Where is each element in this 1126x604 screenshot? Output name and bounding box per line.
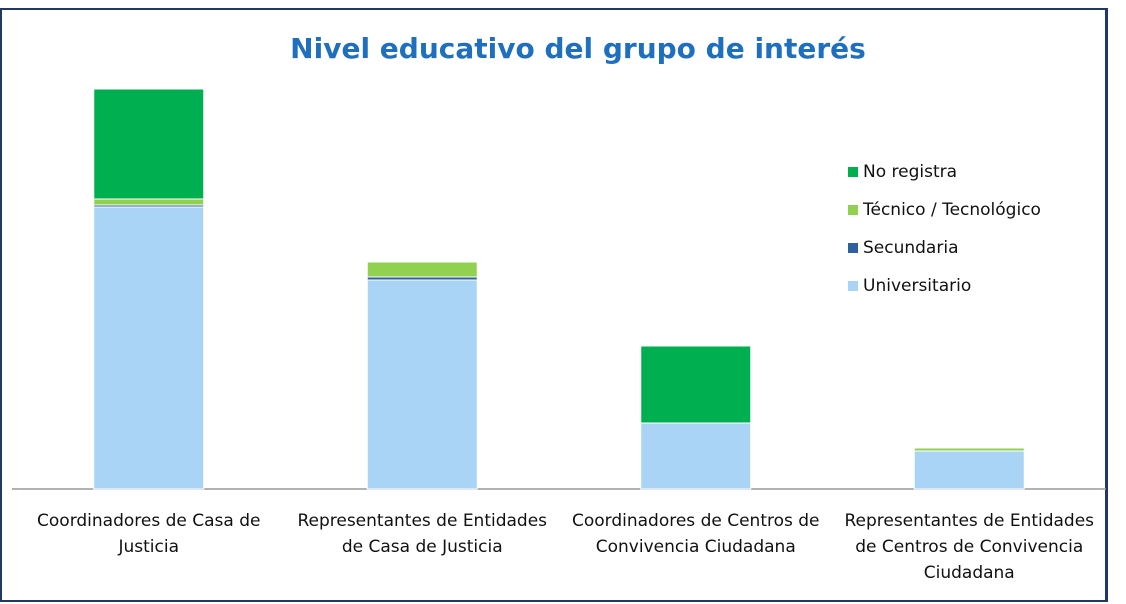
legend-label: Secundaria xyxy=(863,238,958,258)
legend-label: No registra xyxy=(863,162,957,182)
bar-segment xyxy=(366,261,478,278)
x-tick-label: Coordinadores de Centros de Convivencia … xyxy=(571,511,820,557)
x-tick-label: Representantes de Entidades de Centros d… xyxy=(844,511,1095,583)
legend-swatch xyxy=(848,167,858,177)
legend-swatch xyxy=(848,205,858,215)
x-tick-label: Coordinadores de Casa de Justicia xyxy=(37,511,261,557)
bar-segment xyxy=(93,206,205,490)
bar-segment xyxy=(640,345,752,424)
legend-label: Universitario xyxy=(863,276,971,296)
bar-segment xyxy=(93,198,205,206)
frame xyxy=(0,8,1108,602)
bar-segment xyxy=(913,447,1025,452)
bar-segment xyxy=(93,88,205,200)
legend-label: Técnico / Tecnológico xyxy=(862,200,1041,220)
bar-segment xyxy=(366,279,478,490)
bar-segment xyxy=(640,422,752,490)
legend-swatch xyxy=(848,281,858,291)
chart-title: Nivel educativo del grupo de interés xyxy=(290,32,866,65)
legend-swatch xyxy=(848,243,858,253)
bar-segment xyxy=(913,450,1025,490)
x-tick-label: Representantes de Entidades de Casa de J… xyxy=(297,511,548,557)
